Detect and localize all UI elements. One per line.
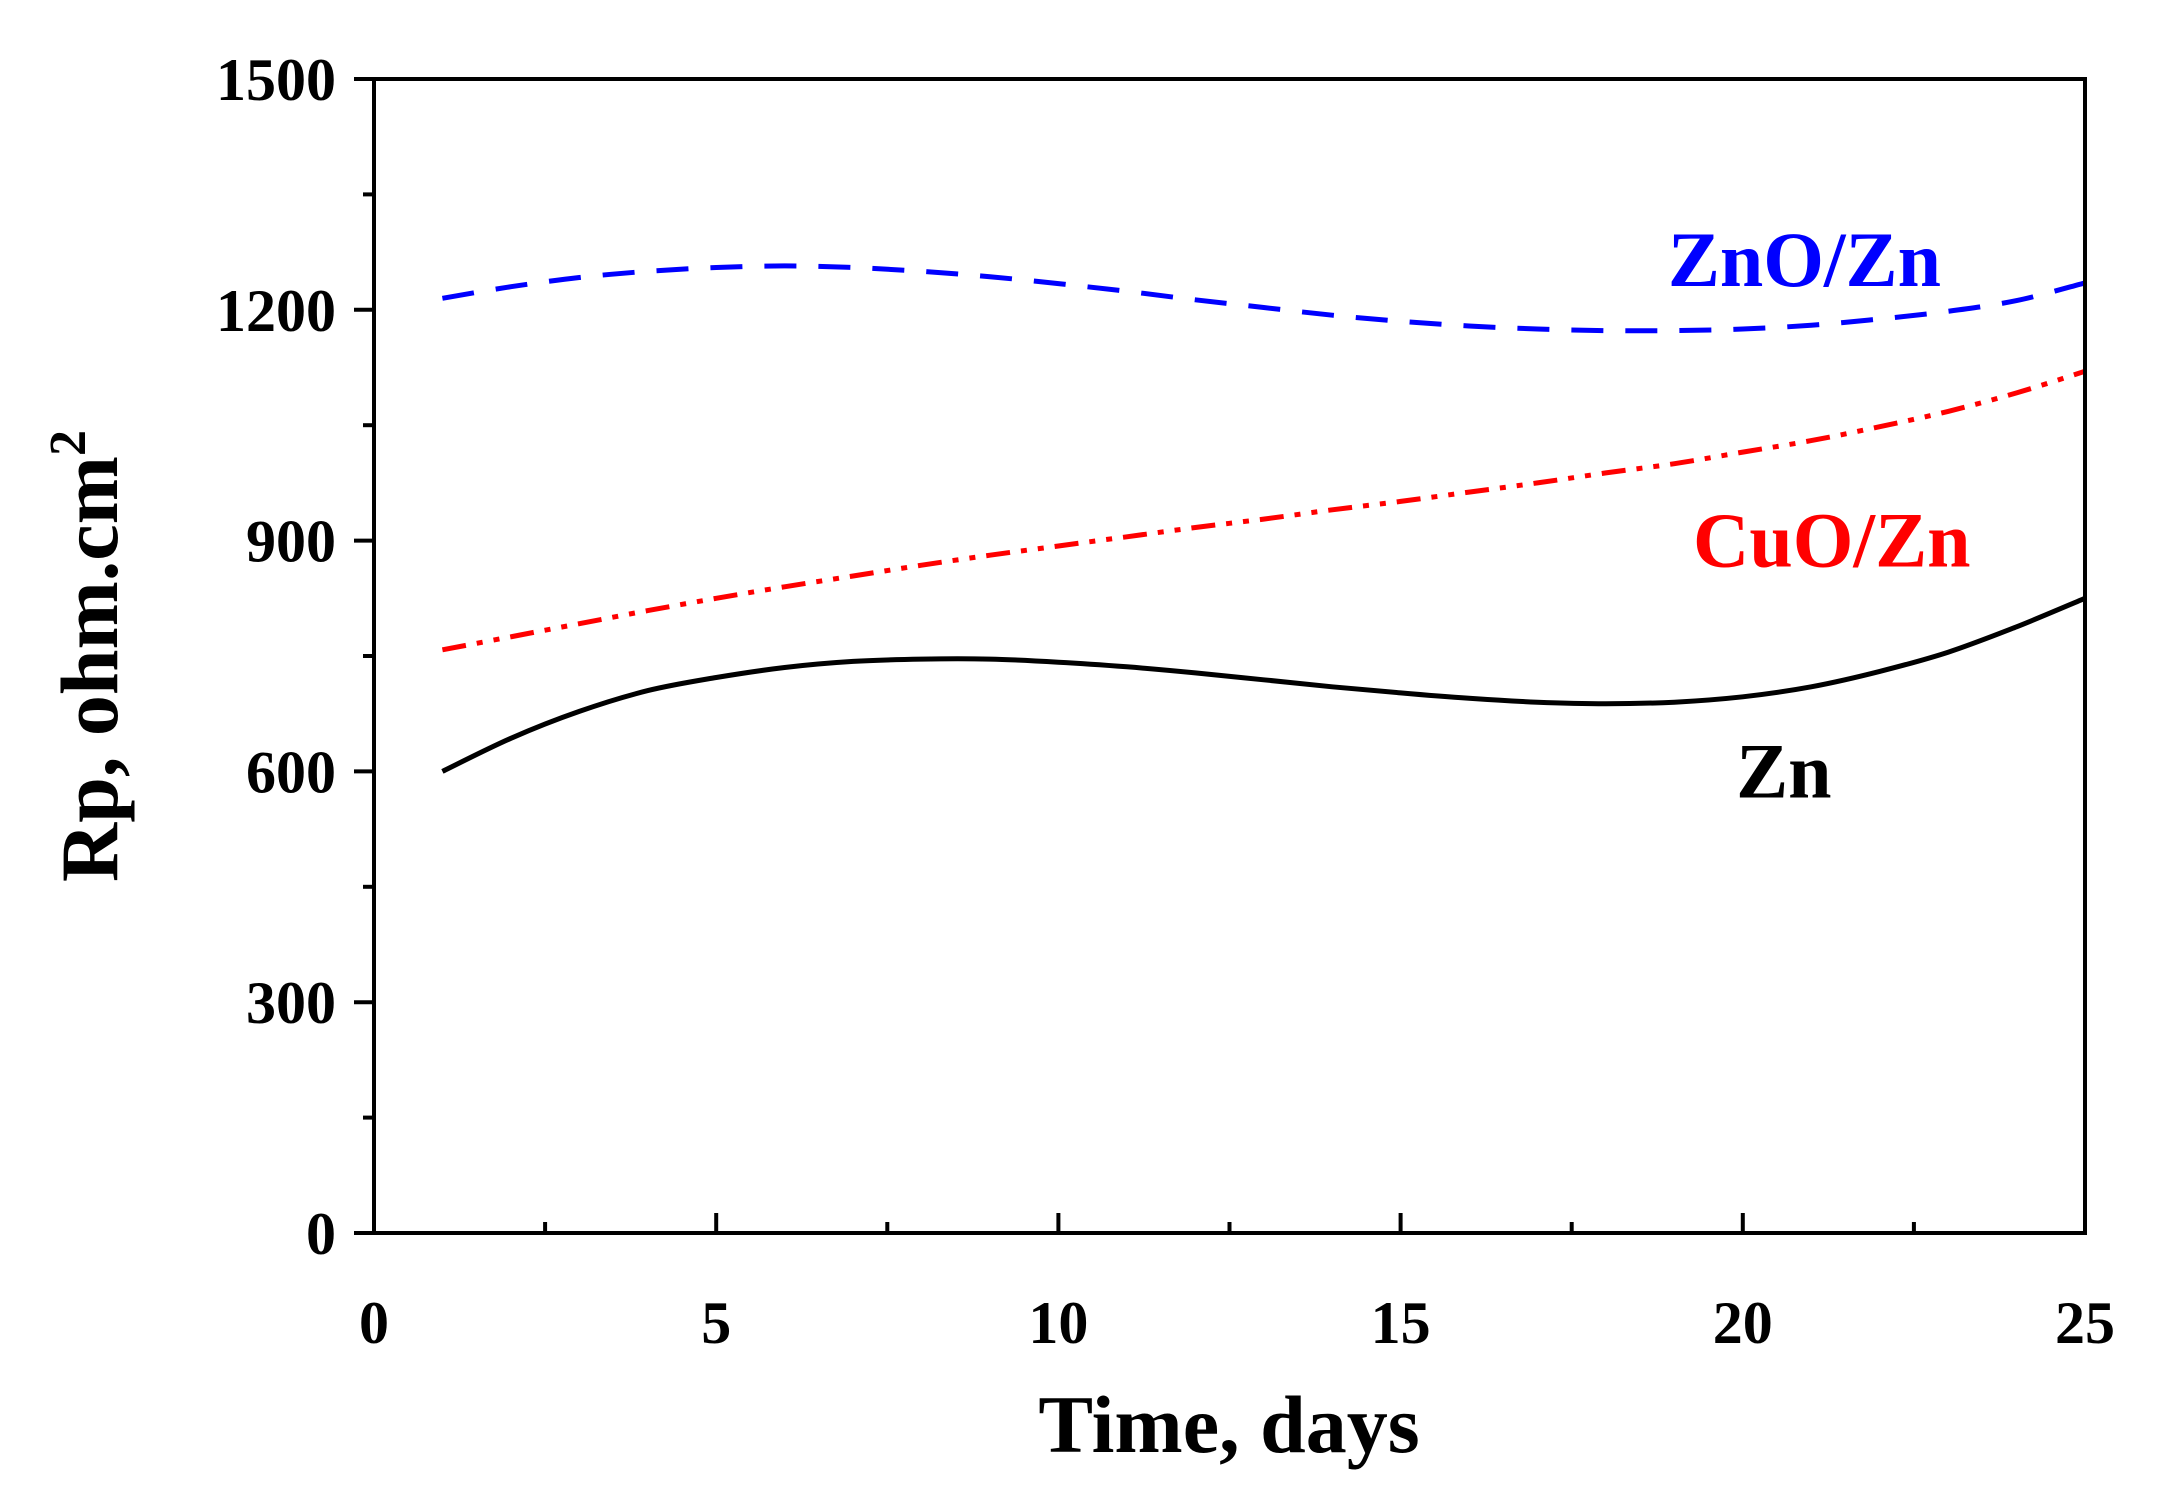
tick-labels: 0 5 10 15 20 25 0 300 600 900 1200 1500 bbox=[216, 47, 2115, 1356]
y-axis-label-text: Rp, ohm.cm bbox=[44, 456, 135, 882]
x-tick-label: 0 bbox=[359, 1290, 389, 1356]
y-axis-label-superscript: 2 bbox=[40, 430, 97, 456]
plot-frame bbox=[372, 77, 2087, 1235]
series-line-zn bbox=[441, 595, 2086, 774]
series-label-zn: Zn bbox=[1736, 727, 1831, 814]
y-axis-label: Rp, ohm.cm2 bbox=[40, 430, 135, 882]
y-tick-label: 900 bbox=[246, 509, 336, 575]
x-tick-label: 25 bbox=[2055, 1290, 2115, 1356]
y-tick-label: 300 bbox=[246, 970, 336, 1036]
series-lines bbox=[441, 263, 2086, 774]
y-tick-label: 1500 bbox=[216, 47, 336, 113]
x-tick-label: 20 bbox=[1713, 1290, 1773, 1356]
series-line-cuo-zn bbox=[441, 368, 2086, 653]
x-axis-label: Time, days bbox=[1038, 1379, 1419, 1470]
series-line-zno-zn bbox=[441, 263, 2086, 334]
y-tick-label: 600 bbox=[246, 739, 336, 805]
x-tick-label: 5 bbox=[701, 1290, 731, 1356]
y-tick-label: 0 bbox=[306, 1201, 336, 1267]
y-tick-label: 1200 bbox=[216, 278, 336, 344]
series-label-cuo-zn: CuO/Zn bbox=[1693, 497, 1970, 584]
x-tick-label: 10 bbox=[1028, 1290, 1088, 1356]
x-tick-label: 15 bbox=[1371, 1290, 1431, 1356]
series-labels: ZnO/Zn CuO/Zn Zn bbox=[1668, 216, 1971, 815]
series-label-zno-zn: ZnO/Zn bbox=[1668, 216, 1941, 303]
